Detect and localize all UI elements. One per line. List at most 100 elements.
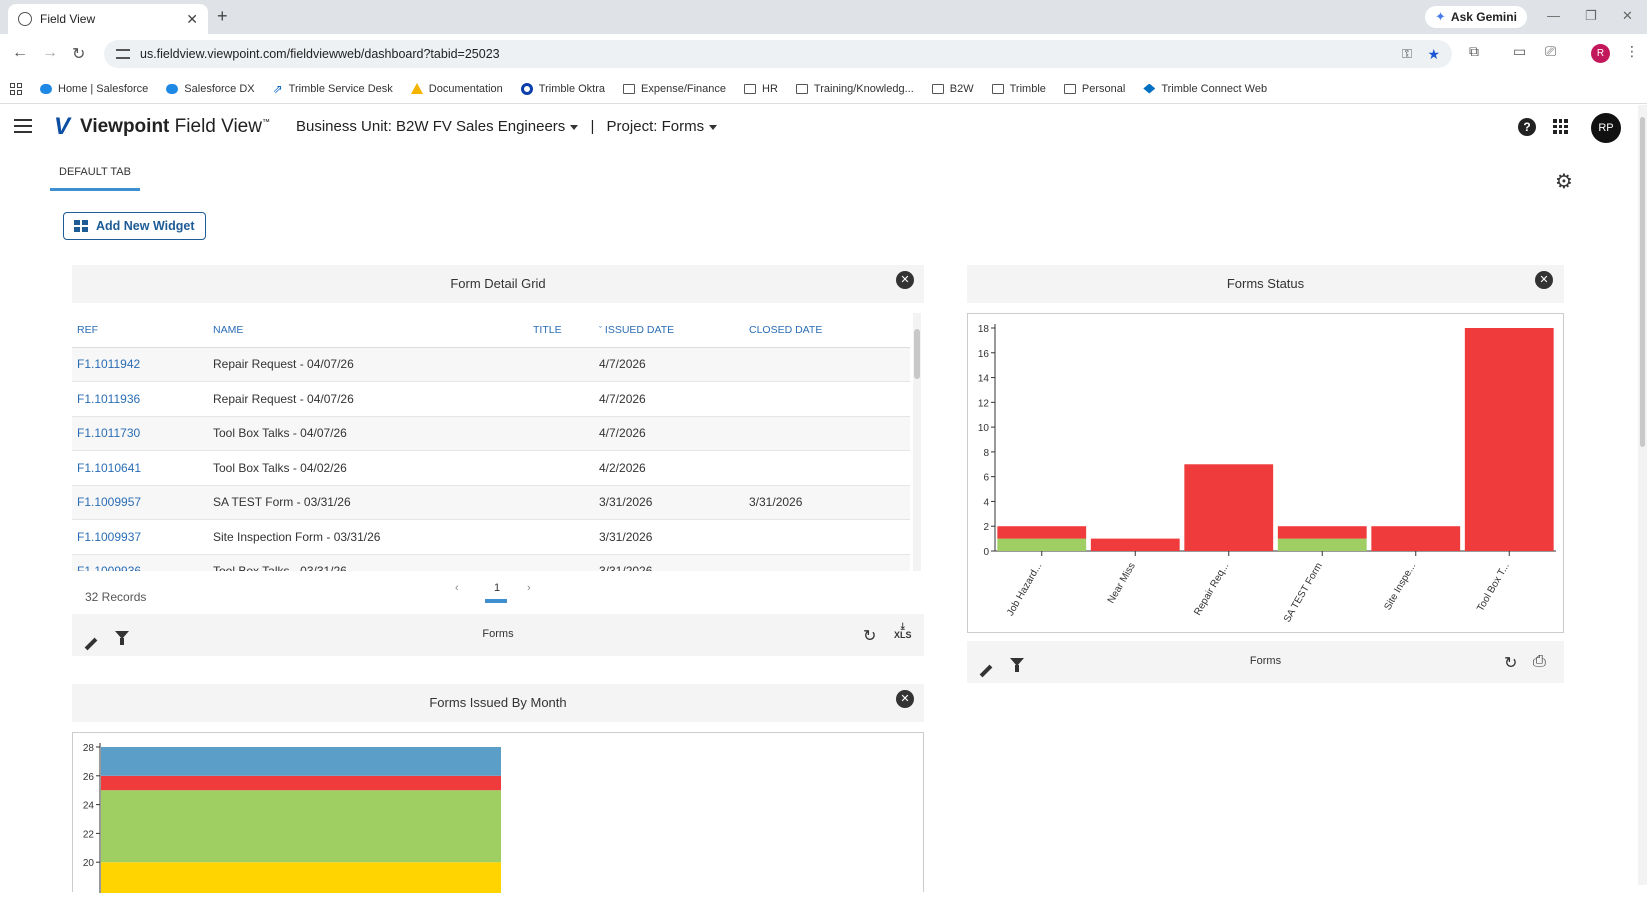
bookmark-documentation[interactable]: Documentation <box>410 83 503 95</box>
title-cell <box>528 381 594 417</box>
browser-tab[interactable]: Field View ✕ <box>8 4 208 34</box>
reload-icon[interactable]: ↻ <box>72 46 86 63</box>
url-field[interactable]: us.fieldview.viewpoint.com/fieldviewweb/… <box>104 40 1452 68</box>
filter-icon[interactable] <box>1010 658 1024 672</box>
grid-scroll-thumb[interactable] <box>914 329 920 379</box>
pagination: ‹ 1 › <box>455 582 531 603</box>
ask-gemini-button[interactable]: ✦ Ask Gemini <box>1425 6 1527 28</box>
help-icon[interactable]: ? <box>1518 118 1536 136</box>
bookmark-trimble-service-desk[interactable]: ⇗ Trimble Service Desk <box>273 82 393 96</box>
table-row[interactable]: F1.1011942 Repair Request - 04/07/26 4/7/2… <box>72 347 910 382</box>
reading-mode-icon[interactable]: ▭ <box>1513 43 1527 59</box>
page-scroll-thumb[interactable] <box>1640 117 1645 447</box>
back-arrow-icon[interactable]: ← <box>12 44 28 61</box>
user-avatar[interactable]: RP <box>1591 113 1621 143</box>
business-unit-dropdown[interactable]: B2W FV Sales Engineers <box>396 118 579 135</box>
bookmark-trimble-connect-web[interactable]: Trimble Connect Web <box>1143 83 1267 95</box>
filter-icon[interactable] <box>115 631 129 645</box>
bookmark-label: Trimble Service Desk <box>288 82 393 95</box>
ref-cell[interactable]: F1.1011730 <box>72 416 208 451</box>
table-row[interactable]: F1.1009936Tool Box Talks - 03/31/26 3/31/… <box>72 554 910 571</box>
forward-arrow-icon[interactable]: → <box>42 44 58 61</box>
page-scrollbar[interactable] <box>1638 105 1647 885</box>
app-launcher-icon[interactable] <box>1553 119 1568 134</box>
y-tick-label: 0 <box>983 547 989 558</box>
bar-segment <box>997 526 1087 539</box>
logo-trademark: ™ <box>261 117 270 127</box>
column-header-issued-date[interactable]: ˇ ISSUED DATE <box>594 313 744 348</box>
table-row[interactable]: F1.1010641 Tool Box Talks - 04/02/26 4/2/2… <box>72 450 910 486</box>
forms-status-footer: Forms ↻ ⎙ <box>967 641 1564 683</box>
bookmark-trimble-oktra[interactable]: Trimble Oktra <box>520 82 605 95</box>
prev-page-icon[interactable]: ‹ <box>455 582 459 594</box>
y-tick-label: 14 <box>978 374 990 385</box>
ref-cell[interactable]: F1.1010641 <box>72 450 208 486</box>
app-logo-text[interactable]: Viewpoint Field View™ <box>80 116 270 138</box>
records-count: 32 Records <box>85 590 147 604</box>
bookmark-home-salesforce[interactable]: Home | Salesforce <box>40 83 148 95</box>
column-header-name[interactable]: NAME <box>208 313 528 348</box>
add-new-widget-label: Add New Widget <box>96 219 195 233</box>
x-tick-label: SA TEST Form <box>1282 561 1325 624</box>
close-widget-icon[interactable]: ✕ <box>896 271 914 289</box>
form-grid-footer-title: Forms <box>482 628 514 640</box>
ref-cell[interactable]: F1.1009937 <box>72 519 208 555</box>
apps-grid-icon[interactable] <box>10 82 22 95</box>
bookmark-star-icon[interactable]: ★ <box>1427 46 1440 62</box>
cast-icon[interactable]: ⎚ <box>1545 43 1557 59</box>
bookmark-hr[interactable]: HR <box>744 83 778 95</box>
browser-menu-icon[interactable]: ⋮ <box>1625 43 1639 59</box>
folder-icon <box>1063 83 1076 94</box>
ref-cell[interactable]: F1.1011936 <box>72 381 208 417</box>
name-cell: Site Inspection Form - 03/31/26 <box>208 519 528 555</box>
ref-cell[interactable]: F1.1009936 <box>72 554 208 571</box>
minimize-window-icon[interactable]: — <box>1547 8 1560 23</box>
bookmark-trimble[interactable]: Trimble <box>991 83 1046 95</box>
password-key-icon[interactable]: ⚿ <box>1402 46 1412 61</box>
salesforce-cloud-icon <box>166 83 179 94</box>
forms-by-month-chart-frame: 20 22 24 26 28 <box>72 732 924 893</box>
column-header-closed-date[interactable]: CLOSED DATE <box>744 313 910 348</box>
download-xls-icon[interactable]: ⤓ XLS <box>894 621 912 640</box>
new-tab-button[interactable]: + <box>217 6 228 26</box>
grid-scrollbar[interactable] <box>913 313 921 571</box>
page-number-1[interactable]: 1 <box>493 582 501 594</box>
column-header-title[interactable]: TITLE <box>528 313 594 348</box>
restore-window-icon[interactable]: ❐ <box>1585 8 1597 23</box>
table-row[interactable]: F1.1009937 Site Inspection Form - 03/31/2… <box>72 519 910 555</box>
bookmark-personal[interactable]: Personal <box>1063 83 1125 95</box>
bookmark-salesforce-dx[interactable]: Salesforce DX <box>166 83 255 95</box>
okta-icon <box>520 82 533 95</box>
add-new-widget-button[interactable]: Add New Widget <box>63 212 206 240</box>
bar-segment <box>101 790 501 863</box>
table-row[interactable]: F1.1009957 SA TEST Form - 03/31/26 3/31/20… <box>72 485 910 520</box>
refresh-icon[interactable]: ↻ <box>863 628 877 645</box>
tab-default[interactable]: DEFAULT TAB <box>50 166 140 191</box>
refresh-icon[interactable]: ↻ <box>1504 655 1518 672</box>
x-tick-label: Repair Req... <box>1192 561 1231 618</box>
close-window-icon[interactable]: ✕ <box>1622 8 1633 23</box>
table-row[interactable]: F1.1011730 Tool Box Talks - 04/07/26 4/7/2… <box>72 416 910 451</box>
close-widget-icon[interactable]: ✕ <box>1535 271 1553 289</box>
print-icon[interactable]: ⎙ <box>1533 653 1546 670</box>
bookmark-b2w[interactable]: B2W <box>931 83 974 95</box>
ref-cell[interactable]: F1.1009957 <box>72 485 208 520</box>
next-page-icon[interactable]: › <box>527 582 531 594</box>
extensions-puzzle-icon[interactable]: ⧉ <box>1469 43 1479 59</box>
browser-profile-avatar[interactable]: R <box>1591 44 1610 63</box>
bar-segment <box>1277 538 1367 551</box>
project-dropdown[interactable]: Forms <box>662 118 718 135</box>
close-widget-icon[interactable]: ✕ <box>896 690 914 708</box>
hamburger-menu-icon[interactable] <box>14 119 32 133</box>
close-tab-icon[interactable]: ✕ <box>186 10 198 27</box>
bookmark-training[interactable]: Training/Knowledg... <box>795 83 914 95</box>
ref-cell[interactable]: F1.1011942 <box>72 347 208 382</box>
bookmark-label: Home | Salesforce <box>58 82 149 95</box>
table-row[interactable]: F1.1011936 Repair Request - 04/07/26 4/7/2… <box>72 381 910 417</box>
gear-icon[interactable]: ⚙ <box>1555 171 1573 193</box>
bookmark-expense-finance[interactable]: Expense/Finance <box>623 83 726 95</box>
site-settings-icon[interactable] <box>116 49 130 59</box>
column-header-ref[interactable]: REF <box>72 313 208 348</box>
bar-segment <box>1090 538 1180 551</box>
y-tick-label: 26 <box>83 772 95 783</box>
